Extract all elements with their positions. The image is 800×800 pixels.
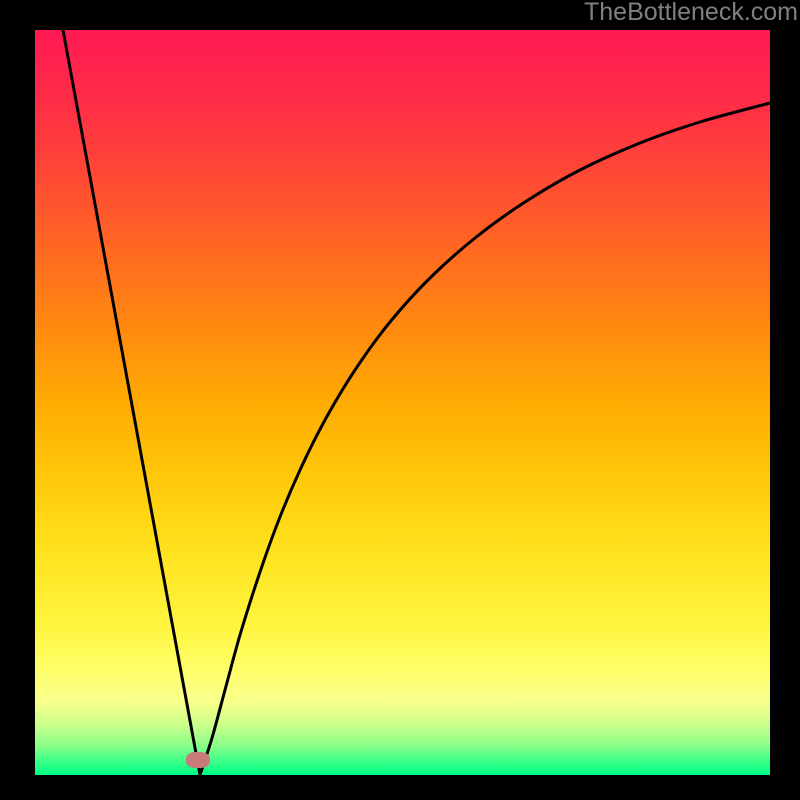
chart-container: TheBottleneck.com	[0, 0, 800, 800]
plot-area	[35, 30, 770, 775]
watermark-text: TheBottleneck.com	[584, 0, 798, 25]
gradient-background	[35, 30, 770, 775]
minimum-marker	[186, 752, 210, 768]
